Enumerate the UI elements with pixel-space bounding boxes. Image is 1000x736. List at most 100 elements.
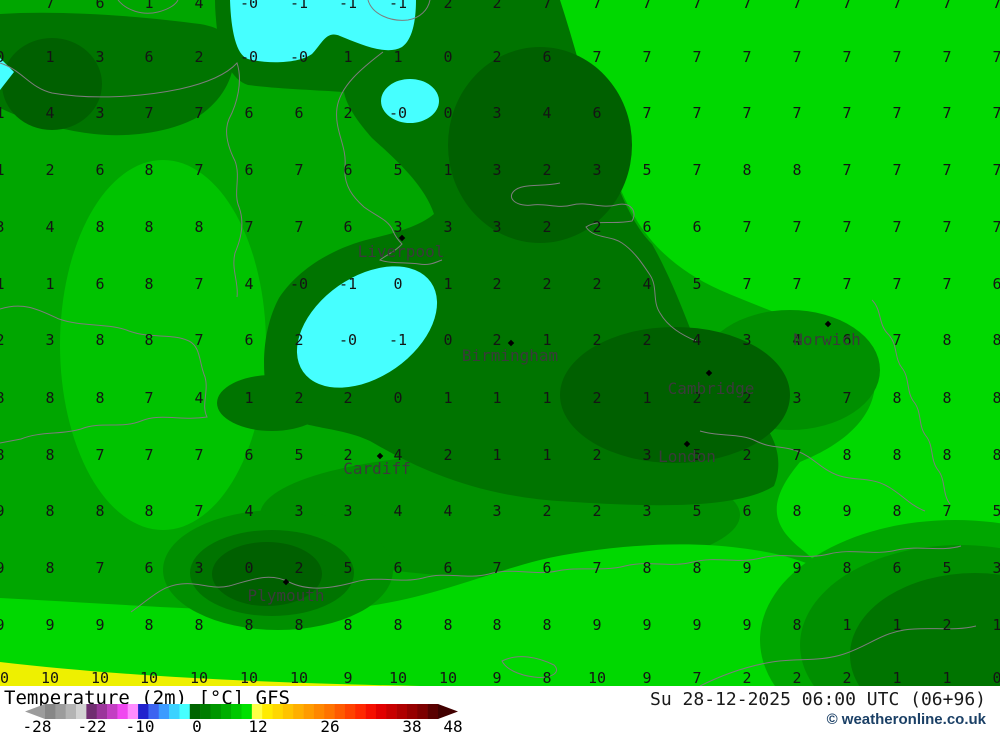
grid-value: 3 [194,559,203,577]
grid-value: 3 [0,218,5,236]
grid-value: 5 [692,502,701,520]
grid-value: 2 [492,275,501,293]
grid-value: 7 [294,161,303,179]
coastlines [0,0,977,686]
grid-value: 8 [892,389,901,407]
grid-value: 7 [892,218,901,236]
grid-value: 7 [144,446,153,464]
grid-value: 10 [0,669,9,686]
grid-value: 7 [942,0,951,12]
grid-value: 7 [942,161,951,179]
city-dot [824,320,832,328]
grid-value: 1 [45,48,54,66]
grid-value: 2 [842,669,851,686]
grid-value: 3 [294,502,303,520]
grid-value: 7 [542,0,551,12]
grid-value: 2 [542,275,551,293]
copyright-link[interactable]: © weatheronline.co.uk [826,711,986,728]
grid-value: 2 [742,389,751,407]
grid-value: 9 [492,669,501,686]
grid-value: 9 [343,669,352,686]
grid-value: 2 [592,502,601,520]
colorbar-cell [417,704,428,719]
colorbar-cell [355,704,366,719]
grid-value: 7 [992,218,1000,236]
grid-value: 7 [194,446,203,464]
grid-value: 3 [642,446,651,464]
grid-value: 7 [842,218,851,236]
grid-value: 7 [194,104,203,122]
grid-value: 1 [942,669,951,686]
grid-value: 7 [692,669,701,686]
grid-value: 2 [592,446,601,464]
grid-value: 9 [95,616,104,634]
colorbar-cell [189,704,201,719]
grid-value: 7 [742,48,751,66]
grid-value: 7 [742,0,751,12]
colorbar-tick-label: 48 [443,717,463,736]
colorbar-cell [303,704,315,719]
city-dot [398,234,406,242]
grid-value: 9 [592,616,601,634]
grid-value: 3 [95,48,104,66]
grid-value: 5 [294,446,303,464]
grid-value: 2 [492,48,501,66]
grid-value: 7 [792,275,801,293]
grid-value: 4 [642,275,651,293]
grid-value: 0 [244,559,253,577]
grid-value: 1 [393,48,402,66]
city-dot [683,440,691,448]
grid-value: 8 [294,616,303,634]
grid-value: 2 [542,218,551,236]
city-dot [705,369,713,377]
legend-title: Temperature (2m) [°C] GFS [4,687,290,709]
grid-value: 5 [393,161,402,179]
colorbar-cell [241,704,253,719]
grid-value: 2 [542,502,551,520]
grid-value: 6 [343,161,352,179]
colorbar-cell [231,704,242,719]
grid-value: 7 [642,104,651,122]
grid-value: 8 [642,559,651,577]
grid-value: 2 [742,446,751,464]
grid-value: 6 [692,218,701,236]
grid-value: 2 [343,446,352,464]
grid-value: 1 [992,616,1000,634]
grid-value: 7 [194,502,203,520]
grid-value: 1 [443,389,452,407]
city-label: Norwich [793,330,860,349]
grid-value: 8 [492,616,501,634]
grid-value: 7 [992,48,1000,66]
grid-value: 7 [492,559,501,577]
grid-value: 6 [244,104,253,122]
colorbar-cell [386,704,397,719]
grid-value: 4 [194,0,203,12]
grid-value: 3 [343,502,352,520]
grid-value: 3 [492,161,501,179]
grid-value: -0 [290,48,308,66]
grid-value: 7 [892,331,901,349]
grid-value: 2 [592,331,601,349]
grid-value: 6 [542,559,551,577]
grid-value: 8 [194,218,203,236]
grid-value: 7 [792,48,801,66]
grid-value: 5 [642,161,651,179]
grid-value: 1 [0,275,5,293]
grid-value: 7 [642,48,651,66]
city-dot [282,578,290,586]
colorbar-tick-label: 26 [320,717,340,736]
colorbar-cell [179,704,191,719]
grid-value: 8 [992,446,1000,464]
grid-value: 8 [0,389,5,407]
grid-value: 2 [542,161,551,179]
grid-value: 2 [792,669,801,686]
grid-value: 7 [942,104,951,122]
grid-value: 0 [443,48,452,66]
grid-value: 4 [443,502,452,520]
grid-value: 8 [992,389,1000,407]
grid-value: 3 [95,104,104,122]
grid-value: 1 [542,389,551,407]
cyan-patch-top [230,0,416,63]
grid-value: 6 [95,0,104,12]
